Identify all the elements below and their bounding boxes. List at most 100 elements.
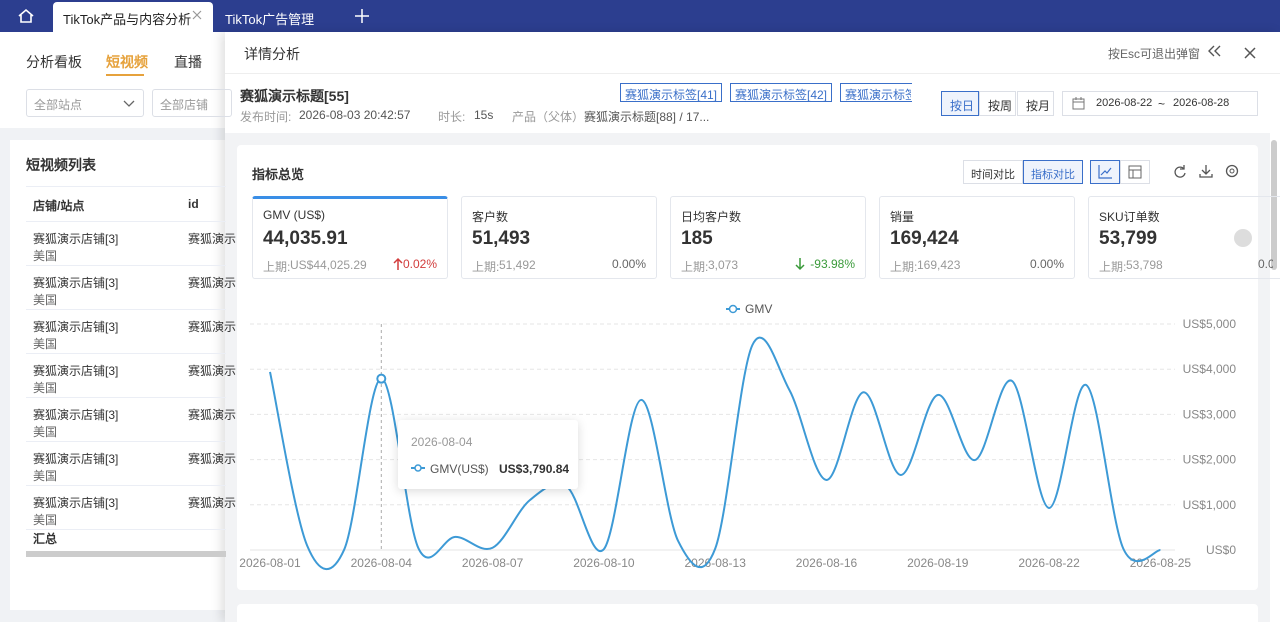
x-tick-label: 2026-08-16 (796, 556, 858, 570)
shop-name: 赛狐演示店铺[3] (33, 496, 119, 510)
table-btn[interactable] (1120, 160, 1150, 184)
video-id: 赛狐演示 (188, 452, 237, 466)
tab-close[interactable] (192, 10, 202, 20)
prev-value: 3,073 (708, 258, 739, 272)
legend-label: GMV (745, 302, 772, 316)
divider (225, 73, 1280, 74)
granularity-btn[interactable] (979, 91, 1016, 116)
video-id: 赛狐演示 (188, 364, 237, 378)
trend-arrow[interactable] (795, 257, 805, 271)
next-card (237, 604, 1258, 622)
tooltip-marker[interactable] (411, 463, 425, 473)
home-icon[interactable] (17, 8, 35, 24)
granularity-btn[interactable] (941, 91, 979, 116)
prev-label: 上期: (263, 260, 291, 274)
video-meta: 发布时间: (240, 110, 292, 124)
granularity-label[interactable]: 按日 (950, 99, 975, 113)
metric-card[interactable] (879, 196, 1075, 279)
x-tick-label: 2026-08-25 (1130, 556, 1192, 570)
metric-card[interactable] (670, 196, 866, 279)
metric-name: SKU订单数 (1099, 210, 1160, 224)
filter-label: 全部站点 (34, 98, 83, 112)
active-tab[interactable] (53, 2, 213, 32)
compare-btn[interactable] (1023, 160, 1083, 184)
metric-name: 客户数 (472, 210, 509, 224)
metric-change: 0.00% (611, 257, 646, 271)
tooltip (398, 420, 578, 489)
table-row (26, 354, 226, 398)
site-name: 美国 (33, 293, 58, 307)
shop-name: 赛狐演示店铺[3] (33, 232, 119, 246)
overview-card (237, 145, 1258, 590)
video-id: 赛狐演示 (188, 232, 237, 246)
metric-card[interactable] (252, 196, 448, 279)
hover-point (376, 373, 387, 384)
tab-label[interactable]: TikTok广告管理 (225, 12, 315, 27)
granularity-label[interactable]: 按月 (1026, 99, 1051, 113)
metric-card[interactable] (461, 196, 657, 279)
video-meta: 时长: (438, 110, 466, 124)
scrollbar (1271, 140, 1277, 270)
trend-arrow[interactable] (393, 257, 403, 271)
video-id: 赛狐演示 (188, 320, 237, 334)
grid-icon[interactable] (1128, 165, 1142, 179)
section-title: 指标总览 (252, 167, 305, 182)
nav-item[interactable]: 分析看板 (26, 54, 82, 70)
compare-label[interactable]: 指标对比 (1031, 169, 1075, 181)
chart: US$0 US$1,000 US$2,000 US$3,000 US$4,000 US$5… (239, 302, 1237, 571)
tab-label[interactable]: TikTok产品与内容分析 (63, 12, 192, 27)
table-header: id (188, 197, 199, 211)
shop-name: 赛狐演示店铺[3] (33, 452, 119, 466)
shop-name: 赛狐演示店铺[3] (33, 320, 119, 334)
metric-change: 0.00% (1258, 257, 1273, 271)
y-tick-label: US$2,000 (1183, 453, 1237, 467)
dropdown-arrow[interactable] (123, 99, 135, 108)
date-start: 2026-08-22 (1096, 97, 1153, 109)
carousel-next[interactable] (1234, 229, 1252, 247)
table-row (26, 222, 226, 266)
prev-label: 上期: (472, 260, 500, 274)
date-range[interactable] (1062, 91, 1258, 116)
granularity-label[interactable]: 按周 (988, 99, 1013, 113)
shop-name: 赛狐演示店铺[3] (33, 364, 119, 378)
download-icon[interactable] (1199, 164, 1213, 178)
close-icon[interactable] (1244, 47, 1256, 59)
nav-item[interactable]: 短视频 (106, 54, 148, 70)
filter-select[interactable] (152, 89, 232, 117)
tag[interactable] (730, 83, 832, 102)
collapse-icon[interactable] (1208, 45, 1222, 57)
tag-label[interactable]: 赛狐演示标签[42] (735, 88, 828, 102)
chart-btn[interactable] (1090, 160, 1120, 184)
compare-label[interactable]: 时间对比 (971, 169, 1015, 181)
video-meta: 产品（父体）: (512, 110, 588, 124)
metric-card[interactable] (1088, 196, 1280, 279)
refresh-icon[interactable] (1173, 165, 1187, 179)
granularity-btn[interactable] (1017, 91, 1054, 116)
metric-name: 销量 (890, 210, 915, 224)
list-title: 短视频列表 (26, 157, 96, 173)
table-row (26, 442, 226, 486)
y-tick-label: US$0 (1206, 543, 1236, 557)
site-name: 美国 (33, 469, 58, 483)
table-footer: 汇总 (33, 532, 58, 546)
panel-title: 详情分析 (244, 46, 300, 62)
legend-marker (728, 304, 738, 314)
metric-value: 185 (681, 228, 713, 249)
tag-label[interactable]: 赛狐演示标签[41] (625, 88, 718, 102)
video-meta: 2026-08-03 20:42:57 (299, 108, 411, 122)
line-icon[interactable] (1098, 165, 1112, 179)
x-tick-label: 2026-08-13 (685, 556, 747, 570)
calendar-icon[interactable] (1072, 97, 1085, 110)
tag[interactable] (620, 83, 722, 102)
x-tick-label: 2026-08-19 (907, 556, 969, 570)
x-tick-label: 2026-08-07 (462, 556, 524, 570)
metric-value: 53,799 (1099, 228, 1158, 249)
tag-label[interactable]: 赛狐演示标签 (845, 88, 911, 102)
compare-btn[interactable] (963, 160, 1023, 184)
nav-item[interactable]: 直播 (174, 54, 202, 70)
add-tab[interactable] (354, 8, 370, 24)
video-id: 赛狐演示 (188, 496, 237, 510)
tag[interactable] (840, 83, 912, 102)
filter-select[interactable] (26, 89, 144, 117)
settings-icon[interactable] (1225, 164, 1239, 178)
